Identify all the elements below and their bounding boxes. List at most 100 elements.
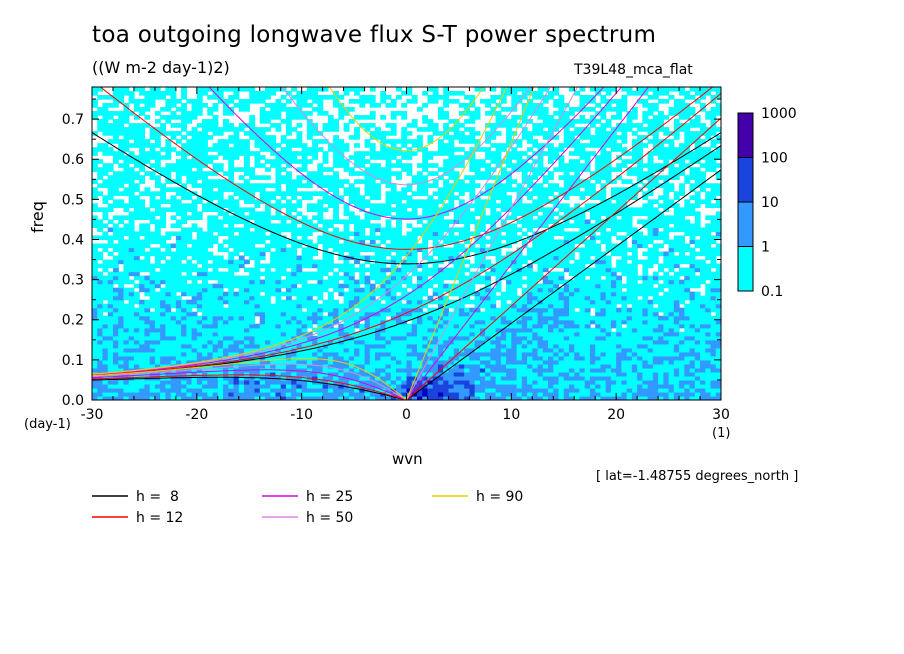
heatmap-cell (673, 311, 680, 317)
heatmap-cell (527, 247, 533, 253)
heatmap-cell (338, 355, 345, 361)
heatmap-cell (422, 331, 429, 337)
heatmap-cell (364, 383, 371, 389)
heatmap-cell (102, 387, 109, 393)
heatmap-cell (254, 311, 261, 317)
heatmap-cell (705, 387, 712, 393)
heatmap-cell (291, 379, 298, 385)
heatmap-cell (317, 219, 324, 225)
heatmap-cell (212, 319, 219, 325)
heatmap-cell (144, 343, 151, 349)
heatmap-cell (390, 347, 397, 353)
heatmap-cell (616, 331, 623, 337)
heatmap-cell (254, 343, 261, 349)
heatmap-cell (563, 267, 570, 273)
heatmap-cell (464, 267, 470, 273)
heatmap-cell (228, 267, 235, 273)
heatmap-cell (165, 391, 172, 397)
heatmap-cell (458, 383, 465, 389)
heatmap-cell (679, 371, 685, 377)
heatmap-cell (663, 387, 670, 393)
heatmap-cell (595, 359, 602, 365)
heatmap-cell (652, 279, 659, 285)
heatmap-cell (458, 355, 465, 361)
heatmap-cell (233, 263, 240, 269)
heatmap-cell (118, 215, 125, 221)
heatmap-cell (432, 387, 439, 393)
heatmap-cell (626, 363, 633, 369)
heatmap-cell (490, 219, 497, 225)
heatmap-cell (637, 303, 643, 309)
heatmap-cell (464, 251, 470, 257)
heatmap-cell (238, 211, 245, 217)
heatmap-cell (312, 383, 318, 389)
heatmap-cell (254, 339, 261, 345)
heatmap-cell (652, 307, 659, 313)
heatmap-cell (700, 327, 706, 333)
heatmap-cell (228, 331, 235, 337)
heatmap-cell (600, 355, 607, 361)
heatmap-cell (280, 331, 287, 337)
heatmap-cell (610, 215, 617, 221)
heatmap-cell (354, 343, 360, 349)
heatmap-cell (338, 347, 345, 353)
heatmap-cell (348, 387, 355, 393)
heatmap-cell (97, 295, 104, 301)
heatmap-cell (432, 351, 439, 357)
heatmap-cell (548, 231, 554, 237)
heatmap-cell (610, 339, 617, 345)
heatmap-cell (223, 291, 229, 297)
heatmap-cell (516, 311, 523, 317)
heatmap-cell (296, 263, 303, 269)
heatmap-cell (422, 239, 429, 245)
heatmap-cell (369, 243, 376, 249)
heatmap-cell (170, 395, 177, 400)
heatmap-cell (238, 275, 245, 281)
heatmap-cell (579, 299, 586, 305)
heatmap-cell (521, 223, 528, 229)
heatmap-cell (579, 371, 586, 377)
heatmap-cell (301, 379, 308, 385)
heatmap-cell (422, 359, 429, 365)
heatmap-cell (380, 359, 387, 365)
heatmap-cell (354, 395, 360, 400)
heatmap-cell (485, 311, 491, 317)
heatmap-cell (605, 311, 612, 317)
heatmap-cell (542, 267, 549, 273)
heatmap-cell (202, 371, 208, 377)
heatmap-cell (595, 215, 602, 221)
heatmap-cell (684, 383, 691, 389)
heatmap-cell (202, 291, 208, 297)
heatmap-cell (97, 387, 104, 393)
heatmap-cell (133, 259, 140, 265)
heatmap-cell (396, 251, 402, 257)
heatmap-cell (369, 239, 376, 245)
heatmap-cell (689, 267, 696, 273)
heatmap-cell (154, 391, 161, 397)
heatmap-cell (390, 299, 397, 305)
heatmap-cell (621, 335, 628, 341)
heatmap-cell (165, 271, 172, 277)
heatmap-cell (254, 299, 261, 305)
heatmap-cell (500, 359, 507, 365)
heatmap-cell (579, 339, 586, 345)
heatmap-cell (464, 259, 470, 265)
heatmap-cell (600, 263, 607, 269)
heatmap-cell (133, 271, 140, 277)
heatmap-cell (568, 351, 575, 357)
heatmap-cell (500, 367, 507, 373)
heatmap-cell (123, 271, 130, 277)
heatmap-cell (285, 315, 292, 321)
heatmap-cell (406, 235, 413, 241)
heatmap-cell (652, 331, 659, 337)
heatmap-cell (469, 323, 476, 329)
heatmap-cell (102, 351, 109, 357)
heatmap-cell (553, 323, 560, 329)
heatmap-cell (212, 351, 219, 357)
heatmap-cell (348, 307, 355, 313)
heatmap-cell (679, 243, 685, 249)
heatmap-cell (212, 375, 219, 381)
heatmap-cell (92, 215, 98, 221)
heatmap-cell (343, 307, 350, 313)
heatmap-cell (165, 243, 172, 249)
